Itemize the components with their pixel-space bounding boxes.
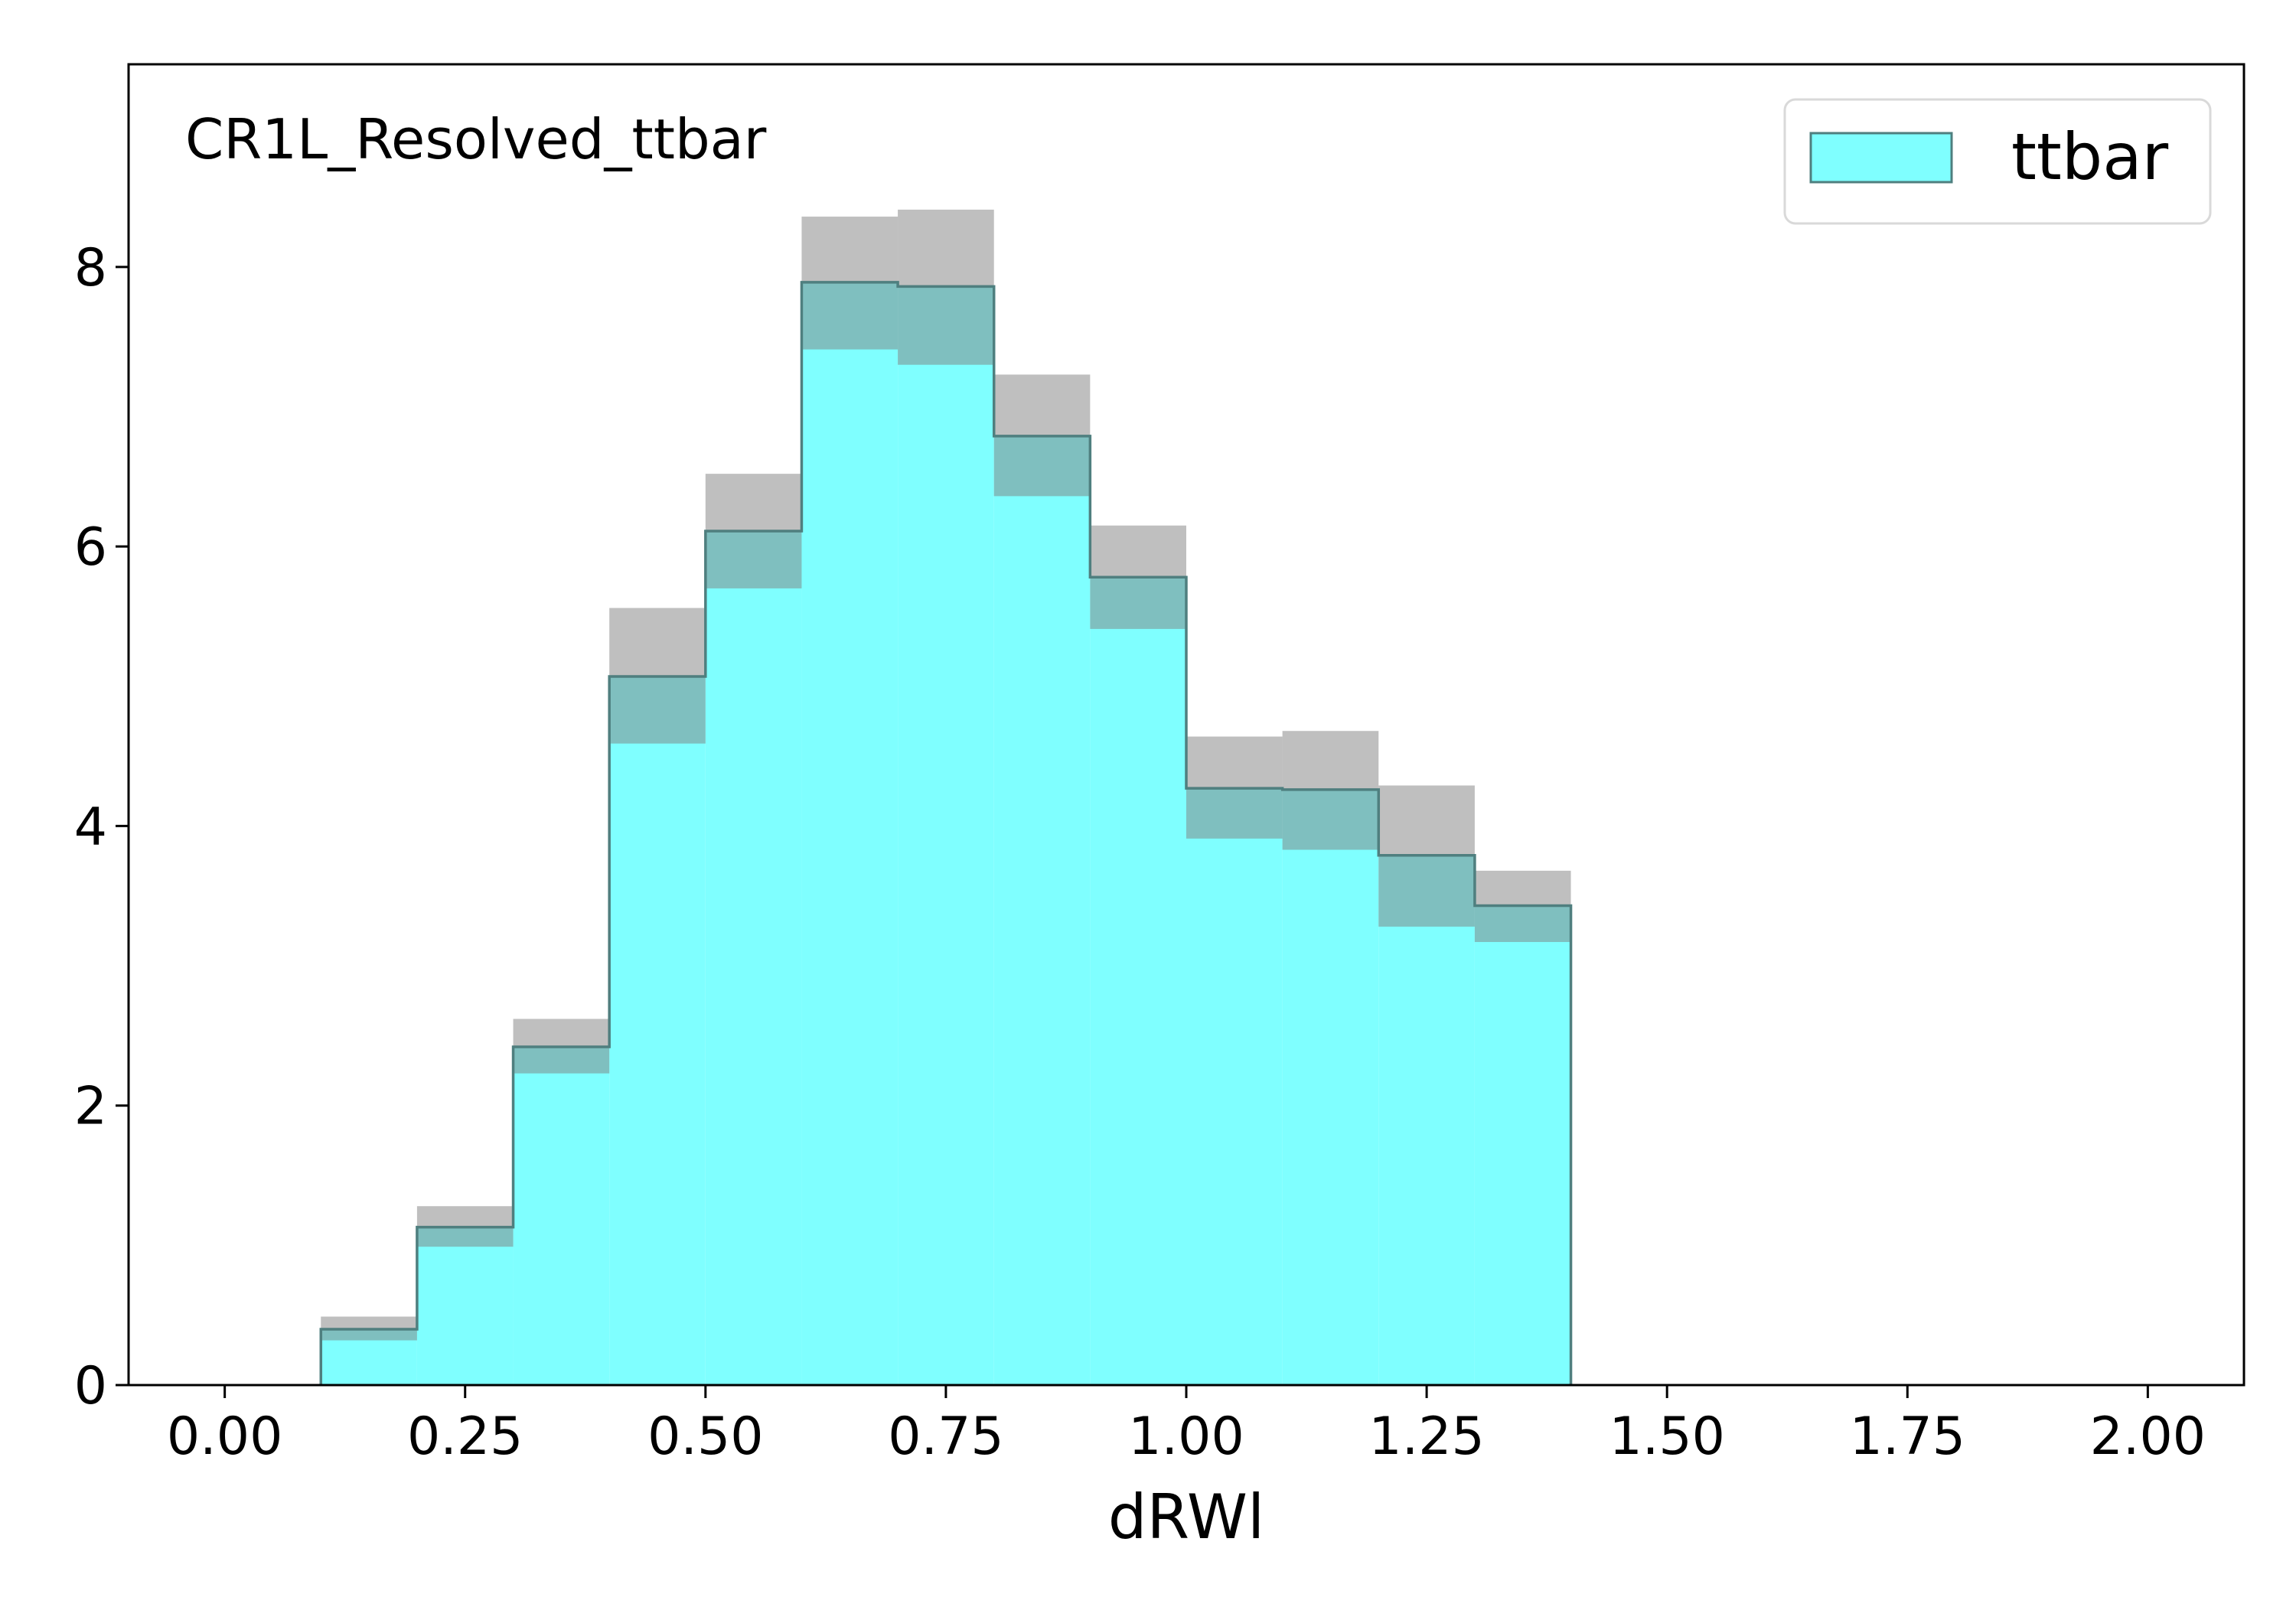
legend-swatch-ttbar [1809, 132, 1953, 184]
x-tick-label-3: 0.75 [888, 1407, 1003, 1467]
bar-9 [1186, 788, 1283, 1385]
y-tick-label-3: 6 [74, 517, 107, 578]
x-axis-ticks: 0.00 0.25 0.50 0.75 1.00 1.25 1.50 1.75 2.00 [167, 1385, 2206, 1467]
x-tick-label-7: 1.75 [1850, 1407, 1965, 1467]
bar-8 [1090, 577, 1186, 1385]
x-tick-label-5: 1.25 [1368, 1407, 1484, 1467]
legend-box [1783, 98, 2212, 225]
y-tick-label-4: 8 [74, 238, 107, 298]
bar-10 [1282, 789, 1379, 1385]
x-tick-label-0: 0.00 [167, 1407, 282, 1467]
bar-6 [898, 286, 994, 1385]
histogram-bars [321, 282, 1571, 1386]
x-tick-label-4: 1.00 [1128, 1407, 1244, 1467]
legend-label-ttbar: ttbar [2011, 119, 2169, 194]
bar-4 [705, 531, 802, 1386]
bar-11 [1378, 855, 1475, 1385]
bar-2 [513, 1046, 610, 1385]
x-tick-label-2: 0.50 [647, 1407, 763, 1467]
bar-3 [609, 676, 706, 1385]
legend: ttbar [1783, 98, 2212, 225]
bar-1 [416, 1227, 514, 1385]
y-axis-ticks: 0 2 4 6 8 [74, 238, 129, 1416]
histogram-outline [319, 281, 1573, 1385]
y-tick-label-1: 2 [74, 1077, 107, 1137]
x-tick-label-8: 2.00 [2090, 1407, 2206, 1467]
bar-7 [993, 435, 1091, 1385]
x-tick-label-1: 0.25 [407, 1407, 523, 1467]
y-tick-label-2: 4 [74, 797, 107, 857]
region-label: CR1L_Resolved_ttbar [185, 107, 767, 171]
y-tick-label-0: 0 [74, 1356, 107, 1416]
x-axis-title: dRWl [1108, 1482, 1264, 1553]
x-tick-label-6: 1.50 [1609, 1407, 1724, 1467]
bar-12 [1474, 905, 1571, 1385]
bar-5 [801, 282, 899, 1385]
